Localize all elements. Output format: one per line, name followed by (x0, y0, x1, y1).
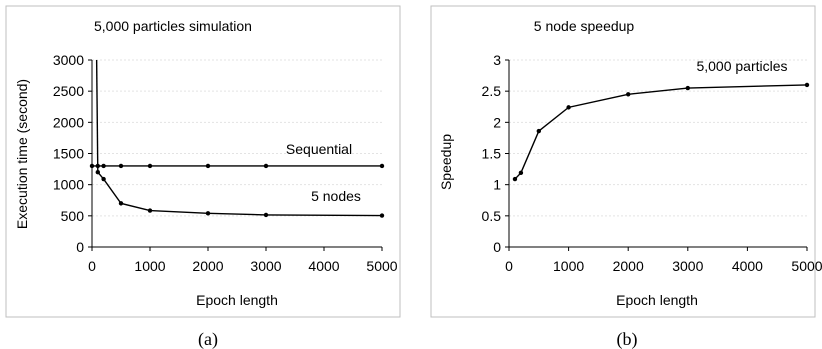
panel-a-frame (5, 5, 401, 318)
chart-a-spike-line (95, 59, 99, 173)
series-label-sequential: Sequential (286, 141, 352, 157)
data-point-5-000-particles (536, 128, 541, 134)
chart-a-y-tick-label: 2500 (53, 83, 84, 99)
chart-a-y-tick-label: 500 (61, 208, 85, 224)
data-point-sequential (263, 163, 269, 169)
data-point-5-000-particles (518, 170, 524, 176)
chart-a-y-tick-label: 1500 (53, 146, 84, 162)
chart-a-x-tick-label: 2000 (192, 258, 223, 274)
chart-b-x-tick-label: 4000 (732, 258, 763, 274)
data-point-sequential (101, 163, 106, 169)
chart-a-y-tick-label: 2000 (53, 114, 84, 130)
chart-b-x-tick-label: 1000 (553, 258, 584, 274)
data-point-5-000-particles (512, 176, 518, 182)
panel-b-frame (430, 5, 816, 318)
data-point-5-000-particles (804, 82, 810, 88)
data-point-5-nodes (263, 212, 269, 218)
series-label-5000-particles: 5,000 particles (696, 58, 787, 74)
data-point-5-nodes (101, 176, 106, 182)
chart-b-axes (505, 59, 808, 251)
series-label-5-nodes: 5 nodes (311, 188, 361, 204)
data-point-5-000-particles (566, 105, 571, 110)
chart-a-title: 5,000 particles simulation (94, 18, 252, 34)
chart-a-y-tick-label: 3000 (53, 52, 84, 68)
chart-a-y-axis-label: Execution time (second) (14, 79, 30, 229)
chart-a-y-tick-label: 0 (76, 239, 84, 255)
data-point-5-nodes (147, 208, 153, 213)
chart-b-caption: (b) (617, 329, 638, 349)
data-point-sequential (118, 163, 124, 169)
chart-b-y-tick-label: 0.5 (482, 208, 502, 224)
data-point-5-nodes (205, 211, 211, 216)
data-point-sequential (379, 163, 385, 169)
chart-b-title: 5 node speedup (534, 18, 635, 34)
chart-b-y-axis-label: Speedup (438, 134, 454, 190)
chart-a-x-tick-label: 3000 (250, 258, 281, 274)
data-point-5-nodes (379, 213, 385, 218)
chart-b-y-tick-label: 2.5 (482, 83, 502, 99)
chart-b-y-tick-label: 0 (493, 239, 501, 255)
chart-a-x-tick-label: 4000 (308, 258, 339, 274)
chart-b-tick-labels: 0 0.5 1 1.5 2 2.5 3 0 1000 2000 3000 4000 5000 (482, 52, 822, 274)
chart-a-tick-labels: 0 500 1000 1500 2000 2500 3000 0 1000 2000 3000 400… (53, 52, 398, 274)
chart-a-x-tick-label: 0 (88, 258, 96, 274)
chart-b-x-tick-label: 2000 (613, 258, 644, 274)
data-point-sequential (95, 163, 101, 169)
chart-b-series (512, 82, 810, 182)
data-point-5-000-particles (685, 85, 690, 91)
chart-a-axes (88, 59, 383, 251)
panel-a: 5,000 particles simulation 0 500 1000 1500 2… (5, 5, 401, 349)
data-point-5-nodes (95, 170, 101, 175)
data-point-sequential (89, 163, 95, 169)
chart-b-y-tick-label: 1 (493, 177, 501, 193)
chart-a-x-tick-label: 1000 (134, 258, 165, 274)
data-point-sequential (205, 163, 211, 169)
chart-b-y-tick-label: 1.5 (482, 146, 502, 162)
chart-a-x-axis-label: Epoch length (196, 292, 278, 308)
chart-b-y-tick-label: 2 (493, 114, 501, 130)
data-point-5-nodes (118, 201, 124, 206)
chart-b-x-tick-label: 5000 (791, 258, 822, 274)
chart-b-x-axis-label: Epoch length (616, 292, 698, 308)
chart-a-x-tick-label: 5000 (366, 258, 397, 274)
chart-a-series (89, 59, 385, 218)
chart-a-caption: (a) (198, 329, 218, 349)
chart-a-y-tick-label: 1000 (53, 177, 84, 193)
chart-b-x-tick-label: 0 (505, 258, 513, 274)
data-point-5-000-particles (626, 92, 631, 97)
chart-b-x-tick-label: 3000 (672, 258, 703, 274)
chart-b-y-tick-label: 3 (493, 52, 501, 68)
panel-b: 5 node speedup 0 0.5 1 1.5 2 2.5 3 0 1000 2000 300… (430, 5, 822, 349)
data-point-sequential (147, 163, 153, 169)
